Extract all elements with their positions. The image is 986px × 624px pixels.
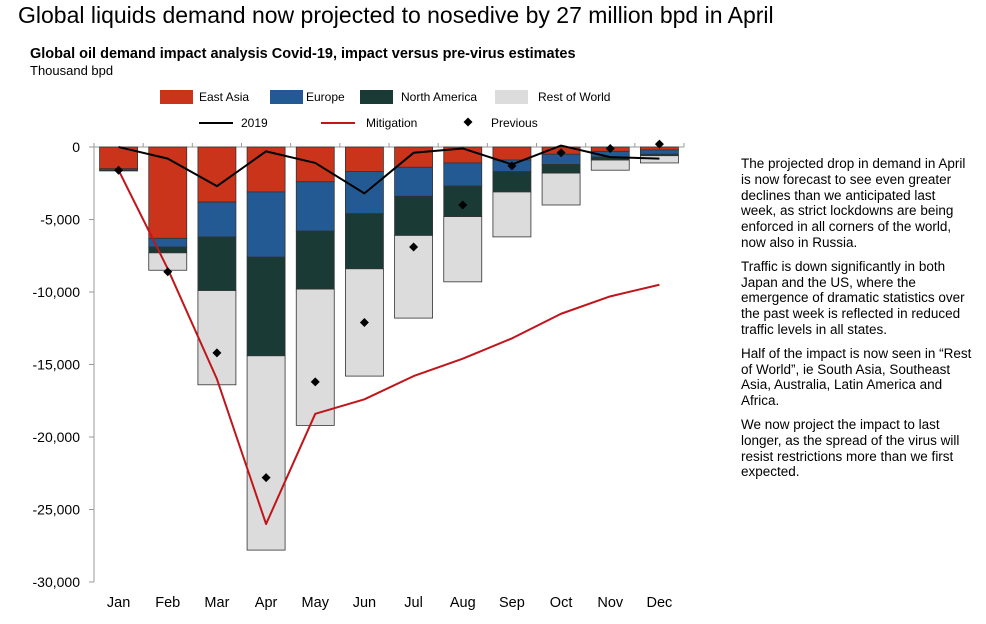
bar-europe-dec (640, 149, 679, 155)
x-tick-label: Aug (450, 595, 476, 611)
bar-rest-of-world-oct (541, 172, 581, 206)
line-mitigation (117, 169, 660, 525)
legend-swatch-previous (463, 117, 473, 127)
commentary-paragraph: We now project the impact to last longer… (741, 416, 960, 480)
x-tick-label: Oct (550, 595, 573, 611)
marker-previous-jul (409, 242, 419, 252)
bar-east-asia-feb (148, 146, 188, 239)
bar-europe-mar (197, 201, 237, 238)
legend-label-north-america: North America (401, 90, 477, 104)
bar-east-asia-mar (197, 146, 237, 203)
marker-previous-oct (556, 148, 566, 158)
line-2019 (118, 144, 660, 195)
marker-previous-jan (114, 165, 124, 175)
chart-unit-label: Thousand bpd (30, 63, 114, 78)
marker-previous-mar (212, 348, 222, 358)
y-tick-label: -20,000 (33, 429, 81, 445)
bar-north-america-may (295, 230, 335, 290)
bar-rest-of-world-aug (443, 216, 483, 283)
x-tick-label: Jan (107, 595, 130, 611)
bar-europe-apr (246, 191, 286, 258)
marker-previous-may (310, 377, 320, 387)
marker-previous-sep (507, 161, 517, 171)
marker-previous-feb (163, 267, 173, 277)
x-tick-label: Jun (353, 595, 376, 611)
bar-east-asia-may (295, 146, 335, 183)
marker-previous-jun (359, 317, 369, 327)
y-tick-label: -10,000 (33, 284, 81, 300)
legend-label-rest-of-world: Rest of World (538, 90, 610, 104)
legend-swatch-europe (270, 90, 303, 104)
chart-title: Global oil demand impact analysis Covid-… (30, 46, 576, 62)
y-tick-label: -15,000 (33, 357, 81, 373)
legend-label-2019: 2019 (241, 116, 268, 130)
legend-swatch-rest-of-world (495, 90, 528, 104)
x-tick-label: May (302, 595, 330, 611)
legend-label-east-asia: East Asia (199, 90, 249, 104)
bar-rest-of-world-nov (590, 159, 630, 171)
x-tick-label: Mar (204, 595, 229, 611)
page-headline: Global liquids demand now projected to n… (18, 2, 774, 28)
commentary-paragraph: Traffic is down significantly in both Ja… (741, 258, 965, 337)
x-tick-label: Sep (499, 595, 525, 611)
legend-label-europe: Europe (306, 90, 345, 104)
bar-rest-of-world-dec (640, 155, 679, 164)
legend-label-mitigation: Mitigation (366, 116, 417, 130)
marker-previous-dec (654, 139, 664, 149)
x-tick-label: Apr (255, 595, 278, 611)
bar-east-asia-sep (492, 146, 532, 161)
x-tick-label: Jul (404, 595, 423, 611)
marker-previous-aug (458, 200, 468, 210)
bar-north-america-sep (492, 171, 532, 193)
y-tick-label: -5,000 (40, 212, 80, 228)
bar-north-america-jun (345, 213, 384, 270)
bar-north-america-apr (246, 256, 286, 357)
legend-swatch-east-asia (160, 90, 193, 104)
bar-north-america-mar (197, 236, 237, 291)
commentary-paragraph: The projected drop in demand in April is… (741, 156, 966, 250)
bar-north-america-oct (541, 163, 581, 174)
y-tick-label: 0 (72, 139, 80, 155)
y-tick-label: -30,000 (33, 574, 81, 590)
bar-rest-of-world-sep (492, 191, 532, 238)
bar-rest-of-world-mar (197, 290, 237, 386)
x-tick-label: Feb (155, 595, 180, 611)
bar-europe-aug (443, 162, 483, 187)
bar-rest-of-world-apr (246, 355, 286, 551)
legend-swatch-north-america (360, 90, 393, 104)
x-tick-label: Nov (597, 595, 624, 611)
bar-east-asia-jun (345, 146, 384, 173)
bar-rest-of-world-may (295, 288, 335, 426)
marker-previous-nov (605, 143, 615, 153)
bar-europe-may (295, 181, 335, 232)
y-tick-label: -25,000 (33, 502, 81, 518)
legend-label-previous: Previous (491, 116, 538, 130)
commentary-panel: The projected drop in demand in April is… (741, 156, 973, 488)
x-tick-label: Dec (647, 595, 673, 611)
marker-previous-apr (261, 473, 271, 483)
bar-north-america-jul (394, 195, 433, 236)
bar-europe-jul (394, 166, 433, 197)
commentary-paragraph: Half of the impact is now seen in “Rest … (741, 345, 972, 409)
bar-north-america-feb (148, 246, 188, 254)
